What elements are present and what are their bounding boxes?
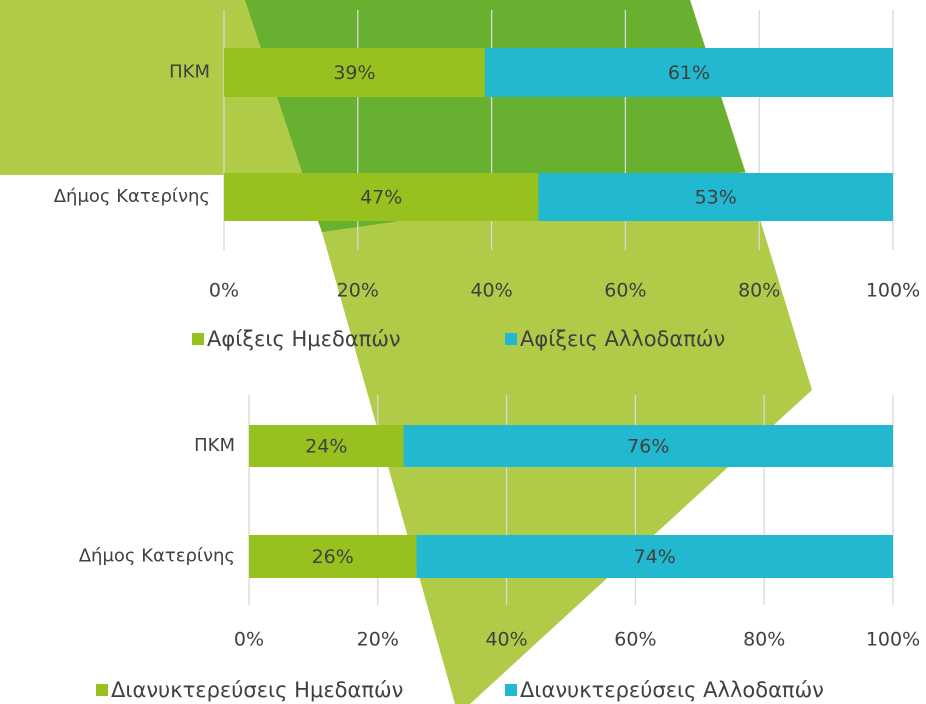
x-tick-label: 80% <box>743 629 785 651</box>
x-tick-label: 100% <box>866 280 920 302</box>
category-label: ΠΚΜ <box>194 435 235 456</box>
data-label: 53% <box>695 187 737 209</box>
data-label: 76% <box>627 436 669 458</box>
data-label: 26% <box>312 546 354 568</box>
x-tick-label: 20% <box>357 629 399 651</box>
legend-label: Αφίξεις Αλλοδαπών <box>520 327 725 351</box>
legend-swatch <box>505 333 517 345</box>
category-label: Δήμος Κατερίνης <box>54 186 210 207</box>
legend-swatch <box>505 684 517 696</box>
bar-segment <box>538 173 893 221</box>
bar-segment <box>484 48 893 97</box>
x-tick-label: 100% <box>866 629 920 651</box>
legend-label: Διανυκτερεύσεις Ημεδαπών <box>111 678 403 702</box>
category-label: ΠΚΜ <box>169 62 210 83</box>
legend-label: Αφίξεις Ημεδαπών <box>207 327 401 351</box>
data-label: 74% <box>634 546 676 568</box>
data-label: 39% <box>333 62 375 84</box>
x-tick-label: 40% <box>470 280 512 302</box>
bar-segment <box>249 535 417 578</box>
x-tick-label: 0% <box>209 280 239 302</box>
bar-segment <box>249 425 404 467</box>
bar-segment <box>416 535 893 578</box>
legend-swatch <box>192 333 204 345</box>
bar-segment <box>224 173 539 221</box>
x-tick-label: 60% <box>604 280 646 302</box>
x-tick-label: 60% <box>614 629 656 651</box>
data-label: 61% <box>668 62 710 84</box>
x-tick-label: 20% <box>337 280 379 302</box>
bar-segment <box>224 48 485 97</box>
x-tick-label: 80% <box>738 280 780 302</box>
x-tick-label: 40% <box>485 629 527 651</box>
category-label: Δήμος Κατερίνης <box>79 546 235 567</box>
bar-segment <box>403 425 893 467</box>
data-label: 47% <box>360 187 402 209</box>
data-label: 24% <box>305 436 347 458</box>
x-tick-label: 0% <box>234 629 264 651</box>
legend-swatch <box>96 684 108 696</box>
legend-label: Διανυκτερεύσεις Αλλοδαπών <box>520 678 824 702</box>
